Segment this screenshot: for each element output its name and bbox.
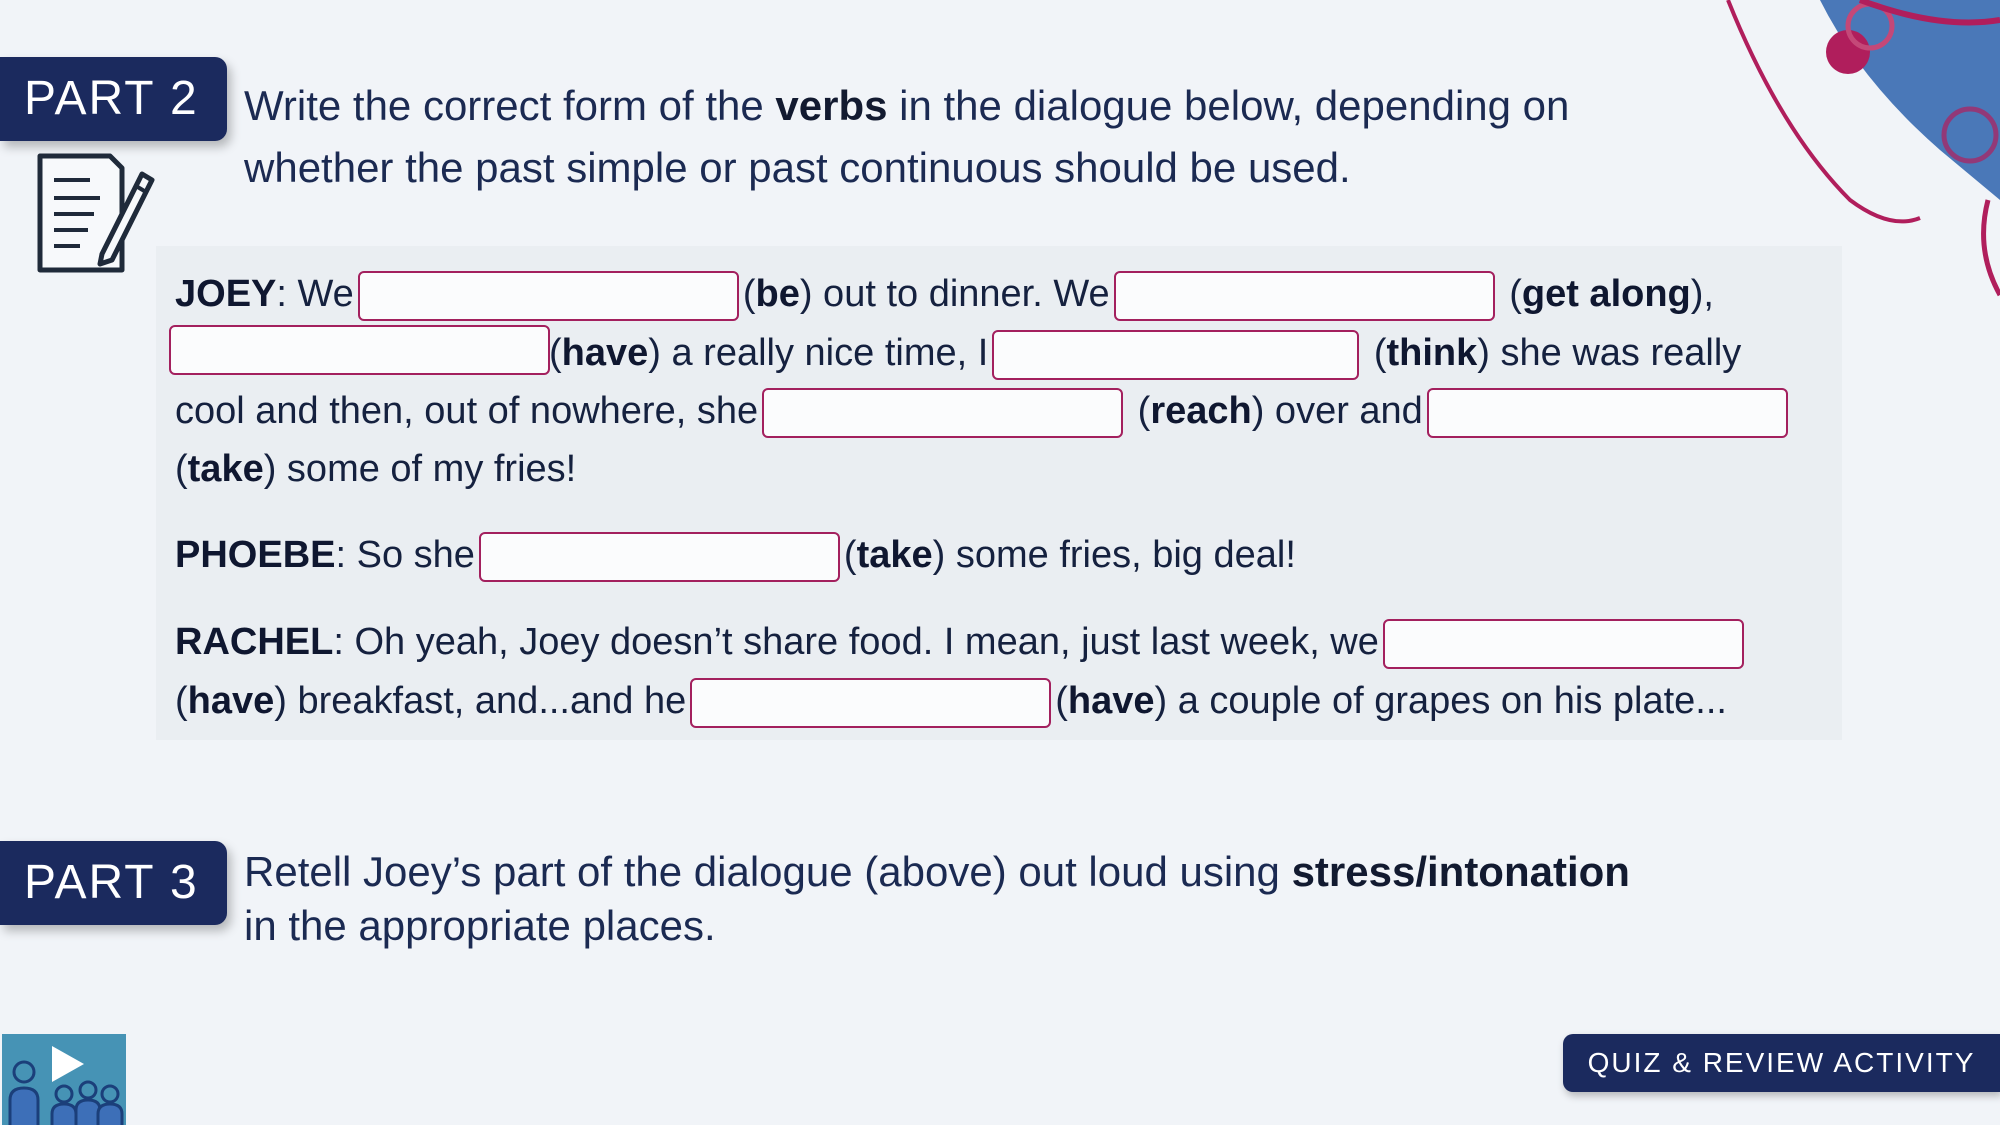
instruction-text: in the dialogue below, depending on — [887, 82, 1570, 129]
verb-hint: think — [1386, 332, 1478, 374]
verb-hint: get along — [1521, 273, 1691, 315]
speaker-rachel: RACHEL — [175, 621, 334, 663]
dialogue-text: cool and then, out of nowhere, she — [175, 390, 759, 432]
dialogue-text: out to dinner. We — [812, 273, 1110, 315]
answer-blank-4[interactable] — [992, 329, 1360, 380]
phoebe-line: PHOEBE: So she (take) some fries, big dea… — [175, 529, 1296, 582]
answer-blank-3[interactable] — [169, 325, 550, 375]
verb-hint: take — [856, 534, 933, 576]
instruction-text: Retell Joey’s part of the dialogue (abov… — [244, 848, 1292, 895]
answer-blank-2[interactable] — [1113, 270, 1495, 321]
part-3-instruction: Retell Joey’s part of the dialogue (abov… — [244, 845, 1630, 953]
joey-line-4: (take) some of my fries! — [175, 448, 577, 490]
dialogue-text: breakfast, and...and he — [286, 680, 687, 722]
joey-line-2: (have) a really nice time, I (think) she… — [549, 327, 1742, 380]
instruction-text: Write the correct form of the — [244, 82, 776, 129]
dialogue-text: some fries, big deal! — [945, 534, 1296, 576]
answer-blank-8[interactable] — [1382, 618, 1744, 669]
instruction-text: in the appropriate places. — [244, 902, 716, 949]
dialogue-text: : Oh yeah, Joey doesn’t share food. I me… — [333, 621, 1379, 663]
dialogue-text: a really nice time, I — [660, 332, 989, 374]
speaker-phoebe: PHOEBE — [175, 534, 336, 576]
verb-hint: reach — [1150, 390, 1252, 432]
answer-blank-5[interactable] — [762, 387, 1124, 438]
dialogue-text: ), — [1690, 273, 1714, 315]
dialogue-text: : So she — [335, 534, 475, 576]
answer-blank-1[interactable] — [357, 270, 739, 321]
decorative-corner-graphic — [1726, 0, 2000, 297]
verb-hint: be — [755, 273, 800, 315]
instruction-bold: stress/intonation — [1291, 848, 1630, 895]
dialogue-text: : We — [276, 273, 354, 315]
instruction-text: whether the past simple or past continuo… — [244, 144, 1351, 191]
dialogue-text: over and — [1264, 390, 1423, 432]
dialogue-text: she was really — [1489, 332, 1742, 374]
part-2-instruction: Write the correct form of the verbs in t… — [244, 75, 1569, 199]
rachel-line-2: (have) breakfast, and...and he (have) a c… — [175, 675, 1727, 728]
part-3-tag: PART 3 — [0, 841, 227, 925]
answer-blank-9[interactable] — [690, 677, 1052, 728]
quiz-review-activity-button[interactable]: QUIZ & REVIEW ACTIVITY — [1563, 1034, 2000, 1092]
joey-line-3: cool and then, out of nowhere, she (reac… — [175, 385, 1792, 438]
video-classroom-icon — [2, 1034, 126, 1125]
document-pencil-icon — [37, 153, 155, 273]
dialogue-text: some of my fries! — [276, 448, 577, 490]
verb-hint: have — [1067, 680, 1155, 722]
part-2-tag: PART 2 — [0, 57, 227, 141]
answer-blank-7[interactable] — [478, 531, 840, 582]
rachel-line-1: RACHEL: Oh yeah, Joey doesn’t share food… — [175, 616, 1748, 669]
answer-blank-6[interactable] — [1426, 387, 1788, 438]
speaker-joey: JOEY — [175, 273, 277, 315]
verb-hint: have — [187, 680, 275, 722]
instruction-bold: verbs — [775, 82, 888, 129]
joey-line-1: JOEY: We (be) out to dinner. We (get alon… — [175, 268, 1714, 321]
dialogue-text: a couple of grapes on his plate... — [1167, 680, 1727, 722]
verb-hint: take — [187, 448, 264, 490]
verb-hint: have — [561, 332, 649, 374]
